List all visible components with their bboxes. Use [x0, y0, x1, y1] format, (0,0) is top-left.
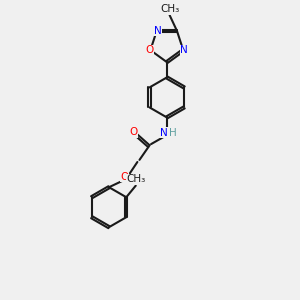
Text: N: N [180, 45, 188, 55]
Text: CH₃: CH₃ [160, 4, 179, 14]
Text: O: O [130, 127, 138, 137]
Text: H: H [169, 128, 177, 138]
Text: O: O [121, 172, 129, 182]
Text: N: N [154, 26, 162, 36]
Text: N: N [160, 128, 167, 137]
Text: O: O [145, 45, 154, 55]
Text: CH₃: CH₃ [126, 174, 146, 184]
